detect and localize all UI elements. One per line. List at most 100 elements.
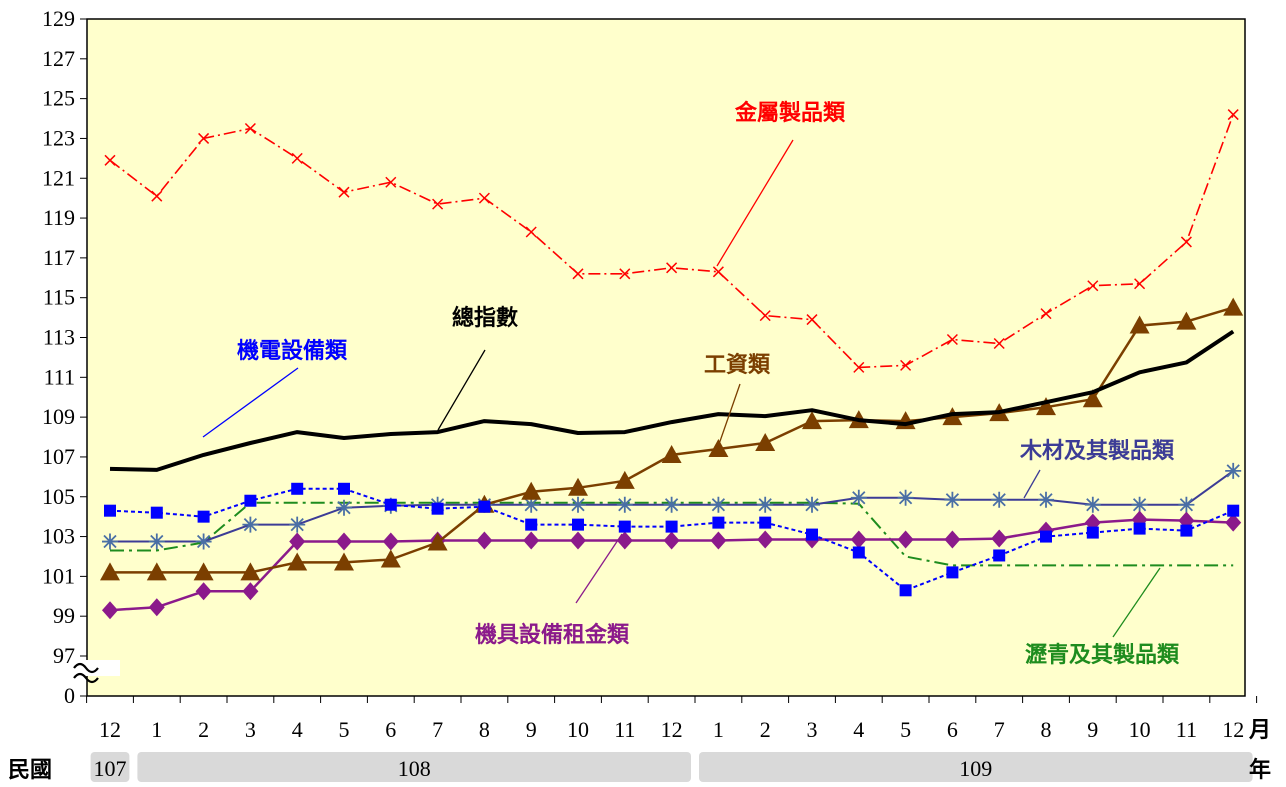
data-point [806, 314, 818, 326]
data-point [338, 482, 350, 495]
axis-break-mark [73, 660, 120, 684]
data-point [244, 122, 256, 135]
data-point [242, 582, 259, 601]
year-band [699, 752, 1253, 782]
x-tick-label: 10 [1129, 717, 1151, 742]
data-point [478, 500, 491, 513]
data-point [852, 546, 865, 559]
data-point [427, 532, 448, 551]
year-axis: 民國 107 108 109 年 [8, 752, 1271, 782]
data-point [899, 584, 912, 597]
y-tick-label: 107 [42, 444, 75, 469]
y-tick-label: 117 [43, 245, 75, 270]
leader-line [717, 383, 741, 448]
series-group [104, 482, 1240, 597]
series-group [104, 109, 1239, 373]
data-point [244, 494, 257, 507]
year-band [90, 752, 130, 782]
x-tick-label: 1 [713, 717, 724, 742]
data-point [708, 438, 729, 457]
data-point [102, 533, 118, 550]
x-tick-label: 9 [526, 717, 537, 742]
x-tick-label: 2 [198, 717, 209, 742]
y-axis: 129 127 125 123 121 119 117 115 113 111 109 107 105 1… [42, 6, 87, 708]
x-tick-label: 12 [661, 717, 683, 742]
data-point [525, 226, 537, 238]
data-point [1225, 462, 1242, 479]
data-point [663, 496, 680, 513]
data-point [380, 549, 401, 568]
data-point [476, 531, 493, 550]
data-point [291, 152, 303, 164]
data-point [1133, 522, 1146, 535]
x-tick-label: 11 [1176, 717, 1197, 742]
data-point [619, 268, 631, 280]
data-point [1227, 504, 1240, 517]
y-tick-label: 101 [42, 563, 75, 588]
y-tick-label: 113 [43, 325, 75, 350]
series-label: 工資類 [704, 352, 771, 377]
data-point [240, 562, 261, 581]
x-tick-label: 6 [947, 717, 958, 742]
data-point [759, 516, 772, 529]
x-tick-label: 5 [339, 717, 350, 742]
year-caption: 民國 [8, 757, 52, 782]
data-point [993, 337, 1005, 350]
x-tick-label: 9 [1087, 717, 1098, 742]
data-point [102, 601, 118, 620]
data-point [568, 477, 588, 496]
x-tick-label: 3 [807, 717, 818, 742]
series-label: 機具設備租金類 [475, 622, 630, 647]
data-point [525, 518, 538, 531]
data-point [897, 530, 914, 549]
data-point [850, 530, 867, 549]
data-point [193, 562, 214, 581]
data-point [1223, 297, 1244, 316]
x-tick-label: 1 [151, 717, 162, 742]
data-point [104, 504, 116, 517]
data-point [1036, 397, 1056, 416]
series-label: 機電設備類 [237, 338, 348, 363]
axis-break-wave [73, 662, 99, 674]
y-tick-label: 121 [42, 165, 75, 190]
series-label: 瀝青及其製品類 [1025, 642, 1180, 667]
year-band-label: 109 [959, 756, 992, 781]
x-tick-label: 8 [479, 717, 490, 742]
data-point [521, 481, 542, 500]
data-point [570, 496, 586, 513]
data-point [666, 262, 678, 274]
data-point [712, 516, 725, 529]
x-tick-label: 8 [1041, 717, 1052, 742]
data-point [665, 520, 678, 533]
data-point [1086, 526, 1099, 539]
data-point [712, 266, 724, 278]
data-point [1082, 389, 1103, 408]
year-band [137, 752, 691, 782]
data-point [523, 496, 540, 513]
data-point [1178, 496, 1195, 513]
data-point [661, 444, 682, 463]
leader-line [575, 533, 623, 604]
data-point [197, 510, 210, 523]
y-tick-label: 119 [43, 205, 75, 230]
data-point [802, 411, 822, 430]
data-point [759, 310, 771, 322]
data-point [338, 186, 350, 198]
x-tick-label: 11 [614, 717, 635, 742]
data-point [1180, 524, 1193, 537]
data-point [1038, 491, 1054, 508]
data-point [1227, 109, 1239, 121]
x-tick-label: 6 [385, 717, 396, 742]
data-point [663, 531, 680, 550]
data-point [336, 499, 352, 516]
axis-break-wave [73, 672, 99, 684]
data-point [432, 198, 444, 210]
data-point [195, 582, 212, 601]
y-tick-label: 99 [53, 603, 75, 628]
x-tick-label: 5 [900, 717, 911, 742]
data-point [431, 502, 444, 515]
data-point [570, 531, 586, 550]
leader-line [1112, 567, 1161, 638]
data-point [382, 532, 399, 551]
